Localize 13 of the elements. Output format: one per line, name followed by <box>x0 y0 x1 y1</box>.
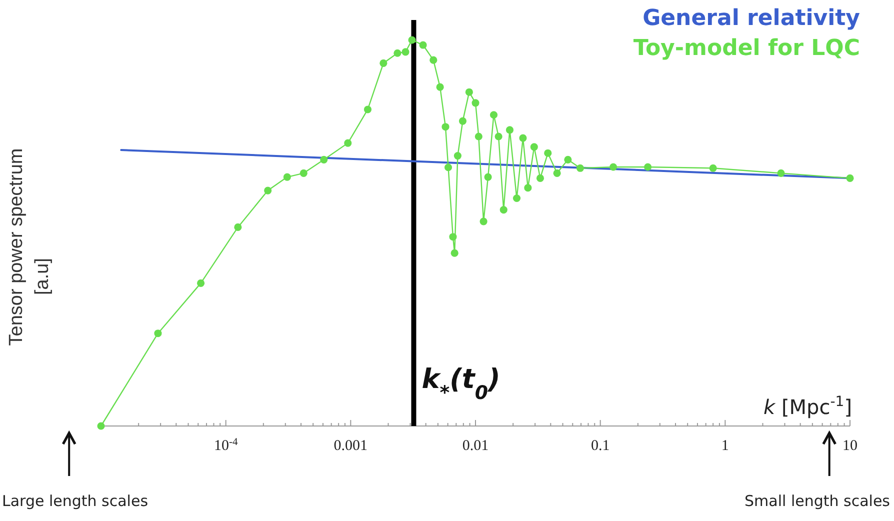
x-tick-label: 0.001 <box>334 438 368 454</box>
x-tick-label: 1 <box>721 438 729 454</box>
x-tick-label: 0.01 <box>462 438 489 454</box>
ref-line-label: k$_{*}$(t$_{0}$) <box>422 364 500 404</box>
text: Small length scales <box>744 492 890 510</box>
x-tick-label: 10$^{-4}$ <box>214 436 238 454</box>
y-axis-title: Tensor power spectrum [a.u] <box>6 148 53 346</box>
x-tick-label: 10 <box>842 438 858 454</box>
text: General relativity <box>642 6 860 31</box>
x-axis-title: k [Mpc$^{-1}$] <box>764 394 852 419</box>
text: Large length scales <box>2 492 148 510</box>
text: Toy-model for LQC <box>633 36 860 61</box>
x-tick-label: 0.1 <box>590 438 610 454</box>
